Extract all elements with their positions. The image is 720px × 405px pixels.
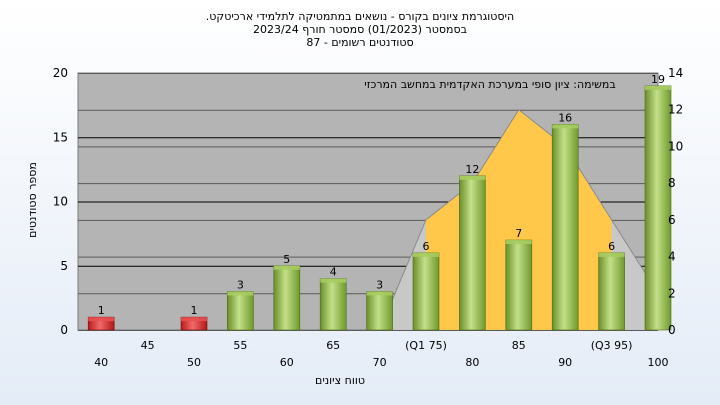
- y-axis-title: מספר סטודנטים: [26, 162, 39, 238]
- data-label-(Q1 75): 6: [423, 240, 430, 253]
- bar-(Q1 75): [412, 252, 440, 331]
- y2-tick-6: 6: [668, 213, 676, 227]
- x-tick-55: 55: [233, 339, 247, 352]
- bar-85: [505, 239, 533, 331]
- y-tick-5: 5: [60, 259, 68, 273]
- x-tick-100: 100: [648, 356, 669, 369]
- chart-title: היסטוגרמת ציונים בקורס - נושאים במתמטיקה…: [205, 10, 515, 23]
- bar-top-60: [273, 265, 300, 270]
- bar-body-(Q1 75): [412, 252, 440, 331]
- y2-tick-4: 4: [668, 250, 676, 264]
- x-tick-65: 65: [326, 339, 340, 352]
- bar-top-40: [88, 317, 115, 322]
- y-tick-10: 10: [53, 195, 68, 209]
- bar-90: [551, 124, 579, 331]
- data-labels: 1 1 3 5 4 3 6 12 7 16 6 19: [98, 73, 665, 317]
- data-label-(Q3 95): 6: [608, 240, 615, 253]
- bar-top-85: [505, 240, 532, 245]
- x-tick-50: 50: [187, 356, 201, 369]
- x-tick-(Q1 75): (Q1 75): [405, 339, 447, 352]
- bar-body-80: [459, 175, 486, 331]
- bar-top-(Q3 95): [598, 252, 625, 257]
- chart-subtitle: בסמסטר (01/2023) סמסטר חורף 2023/24: [253, 23, 467, 36]
- x-tick-60: 60: [280, 356, 294, 369]
- data-label-60: 5: [283, 253, 290, 266]
- chart-annotation: במשימה: ציון סופי במערכת האקדמית במחשב ה…: [364, 78, 615, 91]
- x-tick-(Q3 95): (Q3 95): [591, 339, 633, 352]
- chart-subtitle-students: סטודנטים רשומים - 87: [306, 36, 414, 49]
- x-tick-80: 80: [465, 356, 479, 369]
- data-label-70: 3: [376, 278, 383, 291]
- x-axis-title: טווח ציונים: [315, 374, 365, 387]
- y2-tick-0: 0: [668, 323, 676, 337]
- bar-body-90: [551, 124, 579, 331]
- y2-tick-10: 10: [668, 139, 683, 153]
- bar-body-65: [319, 278, 347, 331]
- data-label-90: 16: [558, 111, 572, 124]
- bar-top-80: [459, 175, 486, 180]
- y2-tick-12: 12: [668, 103, 683, 117]
- y-tick-15: 15: [53, 130, 68, 144]
- bar-body-(Q3 95): [598, 252, 625, 331]
- data-label-50: 1: [191, 304, 198, 317]
- bar-top-(Q1 75): [413, 252, 439, 257]
- bar-40: [87, 316, 115, 331]
- data-label-55: 3: [237, 278, 244, 291]
- y2-tick-8: 8: [668, 176, 676, 190]
- bar-top-65: [320, 278, 347, 283]
- data-label-40: 1: [98, 304, 105, 317]
- bar-body-70: [366, 291, 393, 331]
- bar-top-100: [645, 85, 671, 90]
- bar-top-90: [552, 124, 579, 129]
- x-tick-70: 70: [373, 356, 387, 369]
- bar-55: [227, 291, 254, 331]
- data-label-65: 4: [330, 266, 337, 279]
- bar-body-55: [227, 291, 254, 331]
- bar-100: [644, 85, 672, 331]
- y2-tick-14: 14: [668, 66, 683, 80]
- bar-body-60: [273, 265, 301, 331]
- bar-top-50: [181, 317, 207, 322]
- y-tick-0: 0: [60, 323, 68, 337]
- data-label-85: 7: [515, 227, 522, 240]
- y2-tick-2: 2: [668, 286, 676, 300]
- bar-body-100: [644, 85, 672, 331]
- x-tick-90: 90: [558, 356, 572, 369]
- bar-60: [273, 265, 301, 331]
- distribution-curve-line: [379, 108, 659, 331]
- x-tick-40: 40: [94, 356, 108, 369]
- x-tick-85: 85: [512, 339, 526, 352]
- data-label-100: 19: [651, 73, 665, 86]
- bar-65: [319, 278, 347, 331]
- bar-80: [459, 175, 486, 331]
- bars: [87, 85, 672, 331]
- bar-body-85: [505, 239, 533, 331]
- bar-70: [366, 291, 393, 331]
- y-tick-20: 20: [53, 66, 68, 80]
- x-tick-45: 45: [141, 339, 155, 352]
- bar-top-70: [366, 291, 393, 296]
- bar-top-55: [227, 291, 254, 296]
- bar-(Q3 95): [598, 252, 625, 331]
- data-label-80: 12: [465, 163, 479, 176]
- bar-50: [180, 316, 208, 331]
